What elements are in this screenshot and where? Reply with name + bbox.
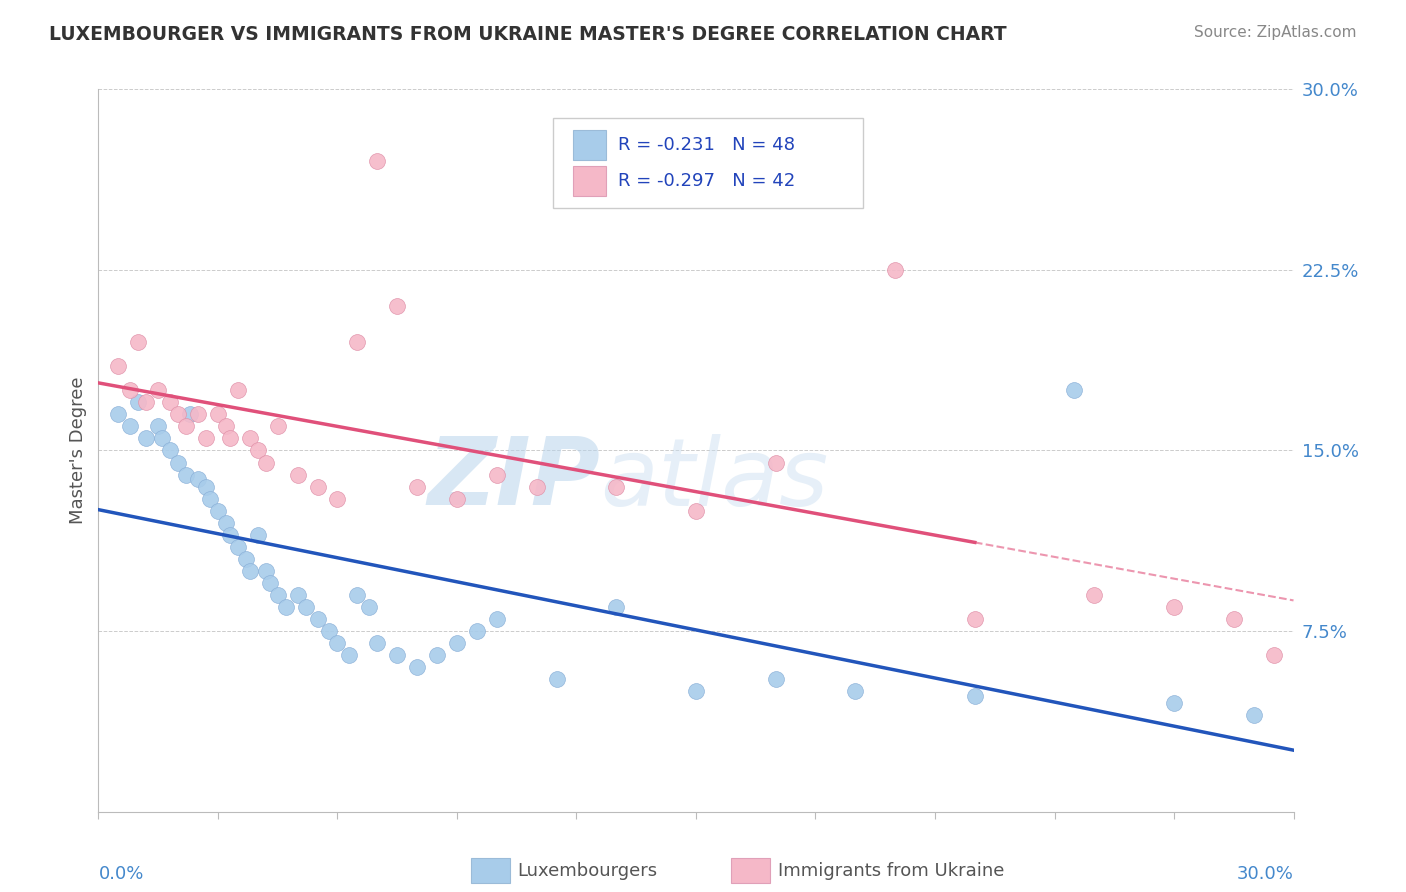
Text: 0.0%: 0.0% xyxy=(98,864,143,883)
Point xyxy=(485,467,508,482)
Point xyxy=(605,480,627,494)
Point xyxy=(485,612,508,626)
Point xyxy=(307,480,329,494)
Point xyxy=(187,407,209,421)
Point xyxy=(963,612,986,626)
Point xyxy=(167,407,190,421)
Point xyxy=(195,480,218,494)
Point xyxy=(254,455,277,469)
Point xyxy=(246,443,269,458)
Point xyxy=(1083,588,1105,602)
Point xyxy=(226,384,249,398)
Bar xyxy=(572,129,606,160)
Point xyxy=(346,588,368,602)
Point xyxy=(148,384,170,398)
Point xyxy=(198,491,221,506)
Text: atlas: atlas xyxy=(600,434,828,524)
Point xyxy=(406,660,429,674)
Point xyxy=(135,431,157,445)
Point xyxy=(167,455,190,469)
Point xyxy=(326,491,349,506)
Point xyxy=(765,455,787,469)
Point xyxy=(135,395,157,409)
Bar xyxy=(572,166,606,196)
Text: LUXEMBOURGER VS IMMIGRANTS FROM UKRAINE MASTER'S DEGREE CORRELATION CHART: LUXEMBOURGER VS IMMIGRANTS FROM UKRAINE … xyxy=(49,25,1007,44)
Point xyxy=(1223,612,1246,626)
Text: ZIP: ZIP xyxy=(427,434,600,525)
Point xyxy=(884,262,907,277)
Point xyxy=(465,624,488,639)
Point xyxy=(274,599,297,614)
Point xyxy=(346,334,368,349)
Point xyxy=(1063,384,1085,398)
Point xyxy=(239,431,262,445)
Point xyxy=(107,359,129,373)
Point xyxy=(219,527,242,541)
Text: Immigrants from Ukraine: Immigrants from Ukraine xyxy=(778,862,1004,880)
Point xyxy=(239,564,262,578)
Point xyxy=(287,467,309,482)
Point xyxy=(287,588,309,602)
Text: 30.0%: 30.0% xyxy=(1237,864,1294,883)
Point xyxy=(1243,708,1265,723)
Point xyxy=(446,491,468,506)
Point xyxy=(446,636,468,650)
Point xyxy=(318,624,340,639)
Text: R = -0.297   N = 42: R = -0.297 N = 42 xyxy=(619,172,796,190)
Text: R = -0.231   N = 48: R = -0.231 N = 48 xyxy=(619,136,796,153)
Point xyxy=(120,419,142,434)
Point xyxy=(406,480,429,494)
Point xyxy=(159,443,181,458)
Point xyxy=(685,503,707,517)
Point xyxy=(254,564,277,578)
Point xyxy=(326,636,349,650)
Point xyxy=(215,516,238,530)
Point xyxy=(120,384,142,398)
Point xyxy=(339,648,361,662)
Point xyxy=(426,648,449,662)
Point xyxy=(187,472,209,486)
Point xyxy=(526,480,548,494)
Point xyxy=(267,419,290,434)
Point xyxy=(219,431,242,445)
Point xyxy=(1263,648,1285,662)
Point xyxy=(359,599,381,614)
Point xyxy=(294,599,316,614)
Point xyxy=(127,395,149,409)
Point xyxy=(1163,599,1185,614)
Point xyxy=(207,407,229,421)
Point xyxy=(765,673,787,687)
Text: Source: ZipAtlas.com: Source: ZipAtlas.com xyxy=(1194,25,1357,40)
Point xyxy=(107,407,129,421)
Point xyxy=(246,527,269,541)
Y-axis label: Master's Degree: Master's Degree xyxy=(69,376,87,524)
Point xyxy=(1163,696,1185,710)
Point xyxy=(385,299,409,313)
Point xyxy=(150,431,173,445)
Point xyxy=(174,419,197,434)
Point xyxy=(259,576,281,591)
Point xyxy=(127,334,149,349)
Point xyxy=(385,648,409,662)
Point xyxy=(267,588,290,602)
Point xyxy=(226,540,249,554)
Point xyxy=(963,689,986,703)
Point xyxy=(159,395,181,409)
Point xyxy=(605,599,627,614)
Point xyxy=(366,154,388,169)
Point xyxy=(207,503,229,517)
Point xyxy=(179,407,201,421)
Point xyxy=(844,684,866,698)
Point xyxy=(148,419,170,434)
Point xyxy=(307,612,329,626)
Point xyxy=(174,467,197,482)
Text: Luxembourgers: Luxembourgers xyxy=(517,862,658,880)
Point xyxy=(685,684,707,698)
Point xyxy=(546,673,568,687)
Point xyxy=(195,431,218,445)
FancyBboxPatch shape xyxy=(553,118,863,209)
Point xyxy=(235,551,257,566)
Point xyxy=(215,419,238,434)
Point xyxy=(366,636,388,650)
